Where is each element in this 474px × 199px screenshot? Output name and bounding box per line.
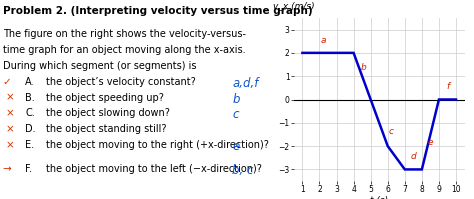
- Text: the object moving to the left (−x-direction)?: the object moving to the left (−x-direct…: [46, 164, 262, 174]
- Text: f: f: [446, 82, 449, 91]
- Text: ×: ×: [6, 140, 14, 150]
- Text: the object standing still?: the object standing still?: [46, 124, 167, 134]
- Text: ×: ×: [6, 93, 14, 102]
- Text: v_x (m/s): v_x (m/s): [273, 1, 315, 10]
- Text: A.: A.: [25, 77, 35, 87]
- Text: the object moving to the right (+x-direction)?: the object moving to the right (+x-direc…: [46, 140, 269, 150]
- Text: time graph for an object moving along the x-axis.: time graph for an object moving along th…: [3, 45, 246, 55]
- X-axis label: t (s): t (s): [370, 196, 388, 199]
- Text: a: a: [320, 36, 326, 45]
- Text: b, c: b, c: [232, 164, 254, 177]
- Text: the object slowing down?: the object slowing down?: [46, 108, 170, 118]
- Text: ×: ×: [6, 124, 14, 134]
- Text: the object’s velocity constant?: the object’s velocity constant?: [46, 77, 196, 87]
- Text: the object speeding up?: the object speeding up?: [46, 93, 164, 102]
- Text: D.: D.: [25, 124, 36, 134]
- Text: a,d,f: a,d,f: [232, 77, 258, 90]
- Text: →: →: [3, 164, 11, 174]
- Text: ×: ×: [6, 108, 14, 118]
- Text: C.: C.: [25, 108, 35, 118]
- Text: b: b: [232, 93, 240, 105]
- Text: b: b: [361, 62, 367, 71]
- Text: d: d: [410, 152, 416, 161]
- Text: F.: F.: [25, 164, 32, 174]
- Text: E.: E.: [25, 140, 34, 150]
- Text: During which segment (or segments) is: During which segment (or segments) is: [3, 61, 196, 71]
- Text: e: e: [232, 140, 239, 153]
- Text: Problem 2. (Interpreting velocity versus time graph): Problem 2. (Interpreting velocity versus…: [3, 6, 312, 16]
- Text: ✓: ✓: [3, 77, 11, 87]
- Text: e: e: [428, 138, 433, 147]
- Text: B.: B.: [25, 93, 35, 102]
- Text: c: c: [232, 108, 238, 121]
- Text: c: c: [389, 127, 393, 136]
- Text: The figure on the right shows the velocity-versus-: The figure on the right shows the veloci…: [3, 29, 246, 39]
